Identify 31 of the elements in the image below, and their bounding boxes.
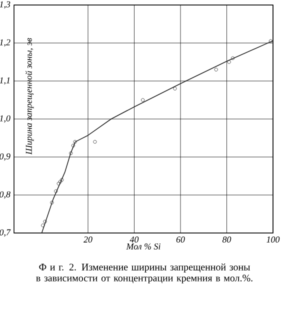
point [173, 86, 177, 90]
y-tick-label: 0,8 [0, 191, 10, 199]
x-tick-label: 60 [176, 236, 185, 243]
y-tick-label: 1,1 [0, 77, 10, 85]
point [54, 189, 58, 193]
point [71, 144, 75, 148]
y-tick-label: 0,7 [0, 229, 11, 237]
y-tick-label: 1,2 [0, 39, 10, 47]
x-tick-label: 100 [266, 236, 280, 243]
x-tick-label: 20 [84, 236, 92, 243]
point [214, 68, 218, 72]
point [73, 140, 77, 144]
y-tick-label: 0,9 [0, 153, 10, 161]
x-axis-title: Мол % Si [126, 243, 160, 250]
point [58, 180, 62, 184]
point [56, 182, 60, 186]
x-tick-label: 80 [222, 236, 232, 243]
point [69, 151, 73, 155]
point [93, 140, 97, 144]
point [50, 200, 54, 204]
point [230, 56, 235, 60]
text: Ф и г. 2. Изменение ширины запрещенной зоны в зависимости от концентрации кремния в мол.%. [36, 264, 252, 284]
y-axis-title: Ширина запрещенной зоны, эв [25, 38, 34, 155]
y-tick-label: 1,3 [0, 1, 10, 9]
point [60, 178, 64, 182]
point [227, 60, 231, 64]
point [141, 98, 145, 102]
y-tick-label: 1,0 [0, 115, 10, 123]
point [43, 220, 47, 224]
point [41, 224, 45, 228]
x-tick-label: 40 [130, 236, 139, 243]
